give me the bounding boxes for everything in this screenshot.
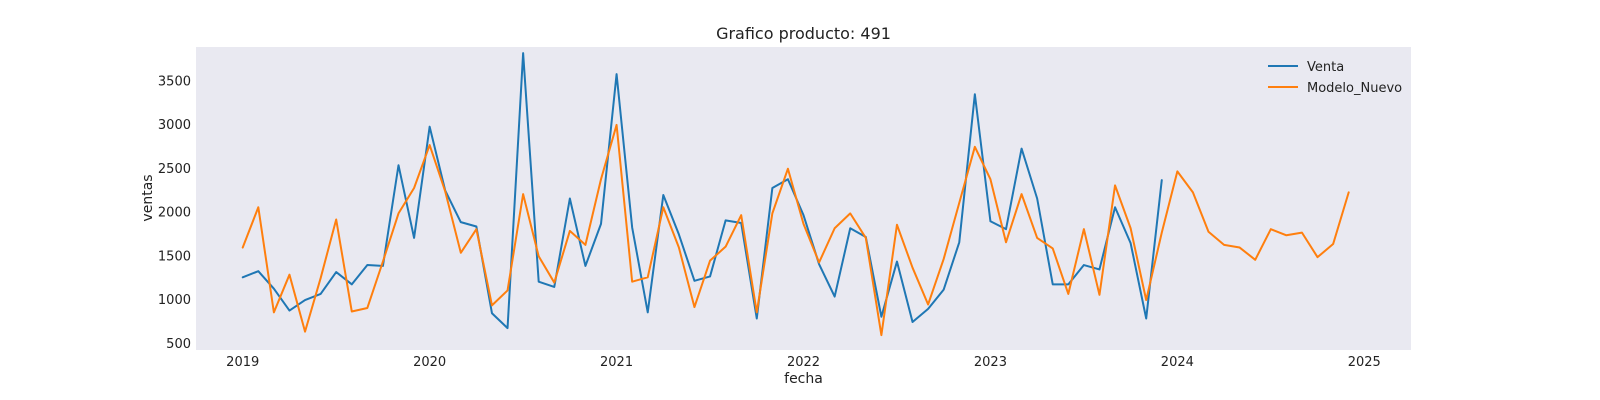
y-axis-label: ventas: [140, 174, 156, 221]
x-tick-label: 2023: [974, 355, 1007, 370]
x-tick-label: 2025: [1348, 355, 1381, 370]
y-tick-label: 3000: [158, 118, 191, 133]
series-line-venta: [241, 52, 1163, 330]
y-tick-label: 500: [166, 337, 191, 352]
y-tick-label: 2000: [158, 206, 191, 221]
x-tick-label: 2020: [413, 355, 446, 370]
plot-area: [196, 47, 1411, 350]
legend-label: Modelo_Nuevo: [1307, 81, 1402, 96]
x-tick-label: 2019: [226, 355, 259, 370]
legend: Venta Modelo_Nuevo: [1268, 60, 1402, 96]
y-tick-label: 2500: [158, 162, 191, 177]
y-tick-label: 3500: [158, 74, 191, 89]
x-axis-label: fecha: [784, 371, 823, 387]
chart-title: Grafico producto: 491: [716, 24, 891, 43]
x-tick-label: 2021: [600, 355, 633, 370]
x-tick-label: 2024: [1161, 355, 1194, 370]
y-axis: 500 1000 1500 2000 2500 3000 3500: [158, 74, 191, 352]
series-line-modelo-nuevo: [241, 123, 1350, 337]
x-axis: 2019 2020 2021 2022 2023 2024 2025: [226, 355, 1381, 370]
legend-label: Venta: [1307, 60, 1344, 75]
y-tick-label: 1000: [158, 293, 191, 308]
y-tick-label: 1500: [158, 249, 191, 264]
x-tick-label: 2022: [787, 355, 820, 370]
series-layer: [241, 52, 1350, 337]
